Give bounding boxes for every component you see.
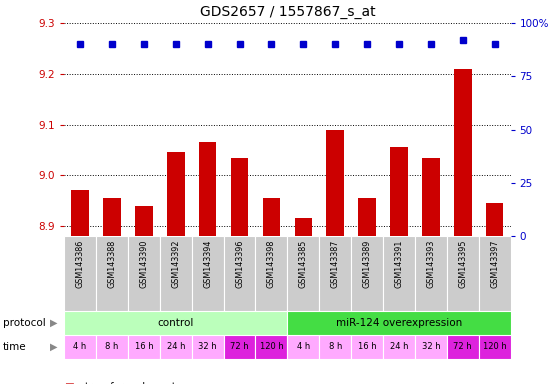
Bar <box>96 236 128 311</box>
Text: 8 h: 8 h <box>105 342 119 351</box>
Bar <box>295 218 312 236</box>
Bar <box>64 335 96 359</box>
Text: GSM143392: GSM143392 <box>171 240 180 288</box>
Text: 72 h: 72 h <box>230 342 249 351</box>
Text: ■: ■ <box>64 382 74 384</box>
Bar <box>96 335 128 359</box>
Text: 16 h: 16 h <box>134 342 153 351</box>
Bar <box>71 190 89 236</box>
Bar <box>287 311 511 335</box>
Text: 120 h: 120 h <box>259 342 283 351</box>
Bar <box>192 335 224 359</box>
Title: GDS2657 / 1557867_s_at: GDS2657 / 1557867_s_at <box>200 5 375 19</box>
Bar <box>415 236 447 311</box>
Text: 16 h: 16 h <box>358 342 377 351</box>
Text: GSM143387: GSM143387 <box>331 240 340 288</box>
Bar <box>326 130 344 236</box>
Text: GSM143385: GSM143385 <box>299 240 308 288</box>
Text: ▶: ▶ <box>50 342 57 352</box>
Bar <box>479 236 511 311</box>
Bar <box>128 236 160 311</box>
Bar <box>192 236 224 311</box>
Bar <box>358 198 376 236</box>
Text: transformed count: transformed count <box>85 382 176 384</box>
Bar <box>224 236 256 311</box>
Bar <box>447 236 479 311</box>
Bar <box>383 335 415 359</box>
Bar <box>351 236 383 311</box>
Bar <box>256 335 287 359</box>
Bar <box>231 157 248 236</box>
Bar <box>160 236 192 311</box>
Text: ▶: ▶ <box>50 318 57 328</box>
Bar <box>256 236 287 311</box>
Text: protocol: protocol <box>3 318 46 328</box>
Text: GSM143393: GSM143393 <box>426 240 435 288</box>
Bar <box>351 335 383 359</box>
Text: GSM143397: GSM143397 <box>490 240 499 288</box>
Bar <box>64 236 96 311</box>
Bar <box>422 157 440 236</box>
Text: GSM143386: GSM143386 <box>76 240 85 288</box>
Bar <box>390 147 408 236</box>
Text: GSM143390: GSM143390 <box>140 240 148 288</box>
Bar <box>447 335 479 359</box>
Text: 24 h: 24 h <box>166 342 185 351</box>
Text: 72 h: 72 h <box>454 342 472 351</box>
Text: 32 h: 32 h <box>198 342 217 351</box>
Text: GSM143398: GSM143398 <box>267 240 276 288</box>
Bar <box>224 335 256 359</box>
Text: 8 h: 8 h <box>329 342 342 351</box>
Bar <box>128 335 160 359</box>
Bar <box>479 335 511 359</box>
Text: GSM143394: GSM143394 <box>203 240 212 288</box>
Bar <box>319 335 351 359</box>
Text: control: control <box>157 318 194 328</box>
Text: 4 h: 4 h <box>297 342 310 351</box>
Bar <box>383 236 415 311</box>
Bar <box>415 335 447 359</box>
Text: 120 h: 120 h <box>483 342 507 351</box>
Text: GSM143388: GSM143388 <box>108 240 117 288</box>
Text: GSM143391: GSM143391 <box>395 240 403 288</box>
Bar <box>486 203 503 236</box>
Bar <box>103 198 121 236</box>
Bar <box>135 206 153 236</box>
Bar <box>199 142 217 236</box>
Bar <box>454 69 472 236</box>
Bar <box>287 236 319 311</box>
Bar <box>160 335 192 359</box>
Bar <box>319 236 351 311</box>
Text: 4 h: 4 h <box>74 342 86 351</box>
Text: miR-124 overexpression: miR-124 overexpression <box>336 318 462 328</box>
Bar <box>64 311 287 335</box>
Text: 24 h: 24 h <box>389 342 408 351</box>
Bar <box>263 198 280 236</box>
Text: time: time <box>3 342 26 352</box>
Text: GSM143395: GSM143395 <box>458 240 467 288</box>
Text: GSM143396: GSM143396 <box>235 240 244 288</box>
Text: 32 h: 32 h <box>421 342 440 351</box>
Bar <box>167 152 185 236</box>
Bar <box>287 335 319 359</box>
Text: GSM143389: GSM143389 <box>363 240 372 288</box>
